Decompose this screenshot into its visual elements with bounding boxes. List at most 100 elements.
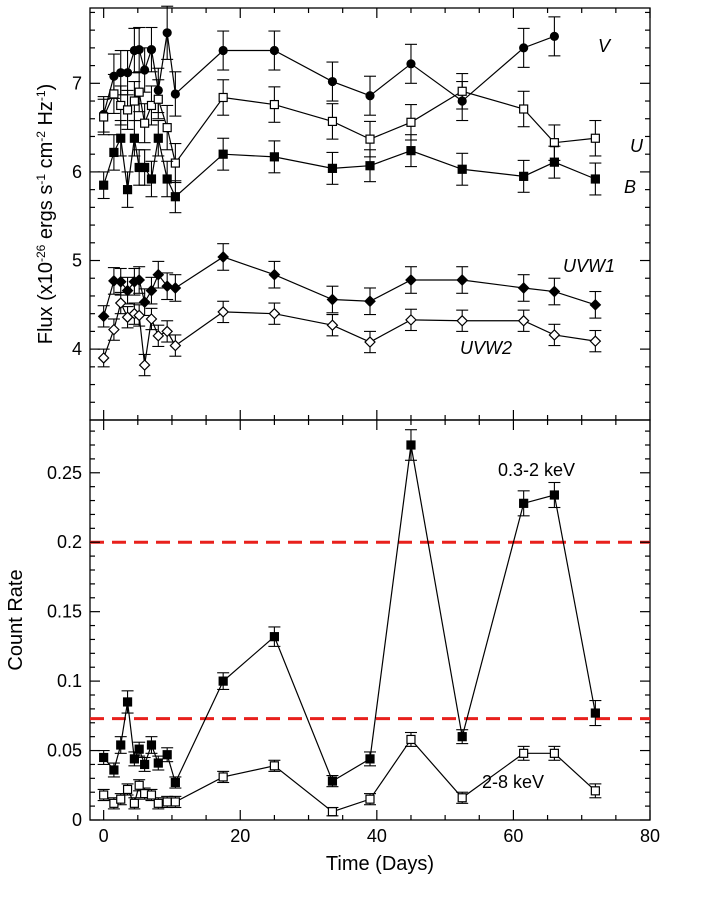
- data-point-2-8-kev: [406, 734, 416, 745]
- data-point-0-3-2-kev: [327, 776, 338, 786]
- data-point-2-8-kev: [590, 786, 600, 796]
- data-point-uvw1: [97, 310, 110, 323]
- label-b: B: [624, 177, 636, 197]
- data-point-0-3-2-kev: [146, 740, 157, 750]
- data-point-v: [170, 89, 180, 99]
- data-point-uvw1: [133, 274, 146, 286]
- x-tick-label: 80: [640, 826, 660, 846]
- data-point-uvw2: [456, 314, 469, 327]
- data-point-uvw1: [114, 275, 127, 288]
- data-point-v: [269, 45, 279, 56]
- data-point-uvw1: [268, 268, 281, 281]
- bottom-y-tick-label: 0.2: [57, 532, 82, 552]
- data-point-v: [146, 45, 157, 55]
- data-point-2-8-kev: [162, 797, 172, 807]
- data-point-uvw1: [589, 298, 602, 311]
- data-point-u: [218, 92, 228, 103]
- series-line-b: [103, 136, 596, 198]
- data-point-b: [269, 152, 279, 162]
- data-point-uvw1: [108, 275, 120, 287]
- series-line-v: [103, 32, 555, 115]
- data-point-b: [109, 147, 119, 158]
- top-y-tick-label: 6: [72, 162, 82, 182]
- data-point-uvw1: [405, 274, 417, 286]
- data-point-u: [549, 138, 559, 148]
- data-point-v: [134, 45, 144, 55]
- data-point-uvw1: [517, 282, 530, 294]
- data-point-2-8-kev: [146, 790, 157, 800]
- data-point-2-8-kev: [170, 797, 180, 807]
- data-point-b: [327, 163, 338, 173]
- data-point-uvw1: [456, 274, 469, 286]
- data-point-2-8-kev: [153, 798, 163, 808]
- data-point-v: [122, 68, 133, 78]
- data-point-2-8-kev: [122, 784, 133, 795]
- data-point-uvw2: [169, 339, 182, 352]
- data-point-uvw2: [364, 336, 376, 348]
- data-point-u: [327, 116, 338, 127]
- top-y-tick-label: 5: [72, 251, 82, 271]
- series-uvw2: [97, 291, 602, 377]
- label-hard-band: 2-8 keV: [482, 772, 544, 792]
- data-point-0-3-2-kev: [99, 752, 109, 763]
- data-point-uvw1: [364, 295, 376, 308]
- data-point-uvw1: [326, 293, 339, 306]
- data-point-v: [406, 59, 416, 69]
- data-point-uvw2: [133, 309, 146, 322]
- data-point-uvw1: [169, 282, 182, 294]
- series-u: [97, 72, 602, 184]
- data-point-uvw2: [108, 323, 120, 336]
- data-point-2-8-kev: [129, 798, 139, 808]
- series-v: [97, 5, 561, 133]
- data-point-uvw1: [152, 268, 165, 281]
- data-point-b: [116, 133, 126, 143]
- data-point-u: [134, 87, 144, 97]
- data-point-0-3-2-kev: [457, 732, 467, 742]
- data-point-2-8-kev: [327, 807, 338, 817]
- data-point-0-3-2-kev: [269, 632, 279, 642]
- label-soft-band: 0.3-2 keV: [498, 460, 575, 480]
- data-point-uvw1: [548, 285, 561, 298]
- data-point-2-8-kev: [457, 793, 467, 803]
- data-point-u: [146, 100, 157, 111]
- data-point-b: [153, 133, 163, 143]
- data-point-b: [519, 171, 529, 181]
- data-point-b: [365, 161, 375, 171]
- data-point-u: [269, 99, 279, 110]
- data-point-uvw2: [114, 297, 127, 309]
- data-point-0-3-2-kev: [140, 759, 150, 770]
- bottom-series-group: [97, 429, 602, 817]
- data-point-b: [549, 157, 559, 167]
- x-axis-title: Time (Days): [326, 853, 434, 875]
- data-point-b: [146, 174, 157, 184]
- data-point-0-3-2-kev: [109, 765, 119, 775]
- data-point-uvw1: [161, 280, 174, 293]
- data-point-uvw2: [145, 313, 158, 325]
- data-point-0-3-2-kev: [153, 758, 163, 768]
- data-point-2-8-kev: [519, 748, 529, 758]
- label-v: V: [598, 36, 612, 56]
- series-2-8-kev: [97, 731, 602, 817]
- data-point-u: [109, 89, 119, 99]
- data-point-0-3-2-kev: [129, 754, 139, 764]
- series-line-0-3-2-kev: [103, 444, 596, 785]
- data-point-2-8-kev: [549, 748, 559, 758]
- data-point-b: [162, 174, 172, 184]
- data-point-b: [99, 180, 109, 190]
- data-point-u: [170, 158, 180, 168]
- data-point-u: [99, 112, 109, 122]
- data-point-u: [590, 133, 600, 143]
- bottom-y-tick-label: 0.15: [47, 602, 82, 622]
- data-point-v: [162, 28, 172, 38]
- data-point-0-3-2-kev: [365, 754, 375, 764]
- x-tick-label: 20: [230, 826, 250, 846]
- data-point-u: [406, 117, 416, 127]
- data-point-v: [549, 31, 559, 41]
- top-series-group: [97, 5, 602, 377]
- data-point-v: [327, 76, 338, 87]
- top-y-tick-labels: 4 5 6 7: [72, 73, 82, 359]
- data-point-2-8-kev: [218, 772, 228, 782]
- data-point-u: [457, 86, 467, 96]
